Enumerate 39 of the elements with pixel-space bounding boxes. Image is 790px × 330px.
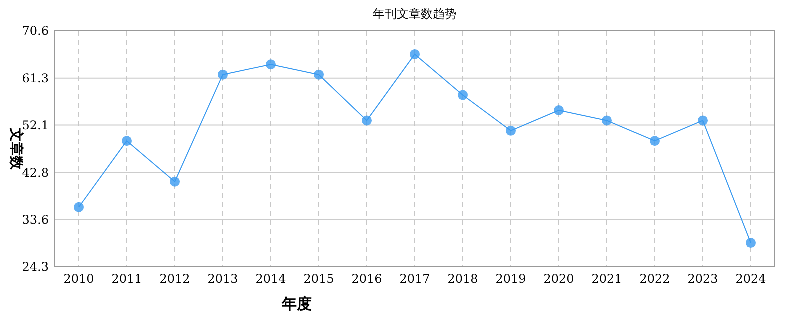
point <box>218 70 228 80</box>
y-axis-title: 文章数 <box>8 127 25 171</box>
y-tick-label: 42.8 <box>22 166 49 180</box>
point <box>746 238 756 248</box>
point <box>602 116 612 126</box>
x-tick-label: 2021 <box>592 272 622 286</box>
x-tick-label: 2019 <box>496 272 526 286</box>
point <box>362 116 372 126</box>
x-tick-label: 2010 <box>64 272 94 286</box>
x-tick-label: 2013 <box>208 272 238 286</box>
point <box>410 49 420 60</box>
chart-title: 年刊文章数趋势 <box>373 7 457 21</box>
x-tick-label: 2023 <box>688 272 718 286</box>
x-tick-label: 2015 <box>304 272 334 286</box>
y-tick-label: 24.3 <box>22 260 49 274</box>
point <box>74 202 84 212</box>
point <box>458 90 468 100</box>
point <box>314 70 324 80</box>
x-tick-label: 2022 <box>640 272 670 286</box>
y-tick-label: 70.6 <box>22 24 49 38</box>
point <box>266 60 276 70</box>
point <box>554 106 564 116</box>
x-tick-label: 2016 <box>352 272 382 286</box>
x-tick-label: 2024 <box>736 272 767 286</box>
y-tick-label: 33.6 <box>22 212 49 227</box>
point <box>698 116 708 126</box>
point <box>650 136 660 146</box>
x-axis-title: 年度 <box>281 295 312 313</box>
point <box>170 176 180 187</box>
point <box>506 126 516 136</box>
x-tick-label: 2020 <box>544 272 574 286</box>
x-tick-label: 2014 <box>256 272 287 286</box>
point <box>122 136 132 146</box>
x-tick-label: 2018 <box>448 272 478 286</box>
y-tick-label: 61.3 <box>22 72 49 86</box>
x-tick-label: 2012 <box>160 272 190 286</box>
x-tick-label: 2011 <box>112 272 142 286</box>
x-tick-label: 2017 <box>400 272 430 286</box>
y-tick-label: 52.1 <box>22 118 49 132</box>
